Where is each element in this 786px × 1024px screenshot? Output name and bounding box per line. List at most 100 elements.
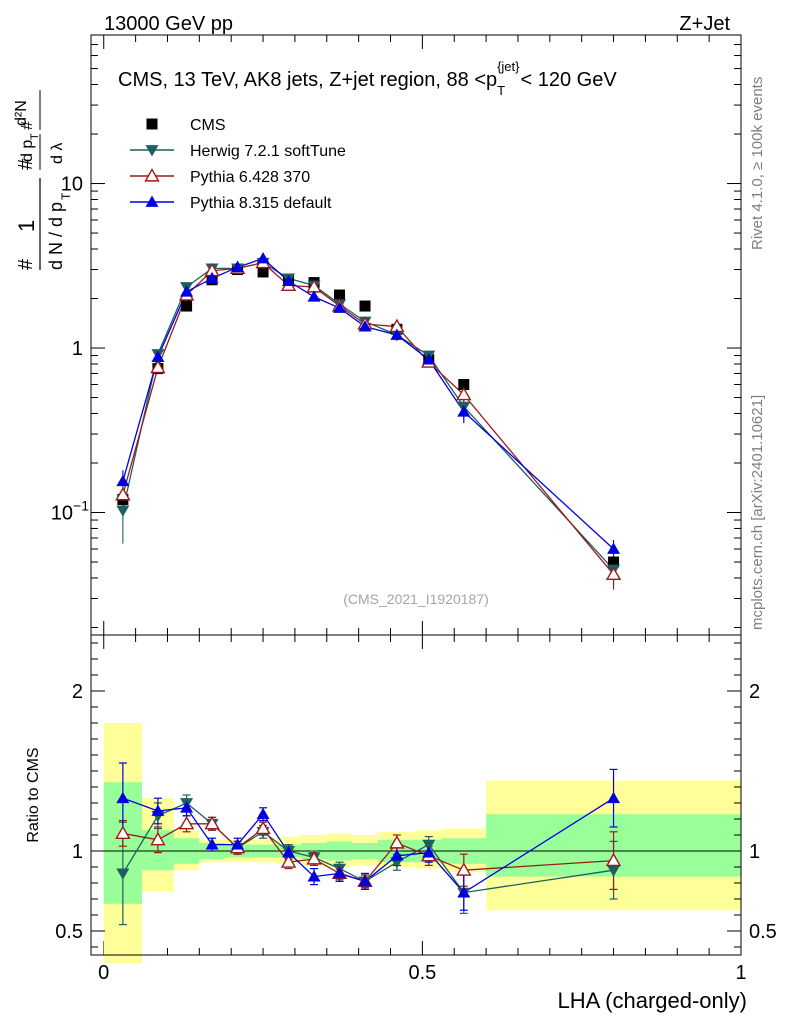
ratio-point-pythia-6-428-370 — [178, 815, 195, 830]
main-point-pythia-6-428-370 — [605, 566, 622, 581]
svg-text:d λ: d λ — [49, 143, 66, 164]
main-point-pythia-8-315-default — [282, 274, 296, 287]
svg-text:d²N: d²N — [13, 100, 30, 126]
legend-label-herwig-7-2-1-softtune: Herwig 7.2.1 softTune — [190, 143, 346, 160]
legend-marker-pythia-6-428-370 — [144, 168, 160, 182]
main-point-pythia-8-315-default — [180, 285, 194, 297]
main-point-pythia-8-315-default — [333, 301, 347, 313]
ratio-point-pythia-6-428-370 — [280, 854, 297, 868]
main-frame — [90, 34, 742, 636]
ratio-point-pythia-8-315-default — [231, 838, 245, 850]
main-ylabel: # 1 d N / d p T # d p T d λ # d²N — [13, 90, 73, 270]
main-point-cms — [458, 379, 470, 391]
svg-text:T: T — [59, 192, 73, 200]
ratio-point-herwig-7-2-1-softtune — [607, 865, 621, 877]
svg-text:1: 1 — [14, 220, 39, 232]
chart-title-tail: < 120 GeV — [521, 69, 618, 91]
legend: CMS Herwig 7.2.1 softTune Pythia 6.428 370… — [130, 117, 346, 212]
ratio-point-pythia-8-315-default — [333, 866, 347, 879]
main-point-cms — [181, 300, 193, 312]
ratio-point-pythia-8-315-default — [390, 849, 404, 861]
ratio-point-herwig-7-2-1-softtune — [116, 868, 130, 880]
ratio-point-pythia-6-428-370 — [306, 851, 322, 865]
svg-text:d N / d p: d N / d p — [46, 202, 66, 270]
main-y-tick-label: 10−1 — [51, 498, 89, 525]
legend-label-pythia-6-428-370: Pythia 6.428 370 — [190, 169, 310, 186]
ratio-point-pythia-6-428-370 — [150, 831, 166, 846]
ratio-point-pythia-8-315-default — [180, 801, 194, 813]
ratio-point-pythia-8-315-default — [358, 874, 372, 887]
main-point-cms — [334, 289, 346, 301]
main-point-pythia-8-315-default — [307, 290, 321, 302]
legend-marker-cms — [146, 118, 158, 130]
svg-text:d p: d p — [19, 140, 36, 162]
ratio-point-pythia-8-315-default — [307, 870, 321, 882]
main-y-tick-label: 1 — [72, 338, 83, 360]
ratio-point-pythia-8-315-default — [205, 838, 219, 850]
ratio-panel: 2 21 10.5 0.50 0.5 1 — [55, 642, 777, 984]
ratio-point-pythia-6-428-370 — [605, 852, 622, 867]
reference-label: (CMS_2021_I1920187) — [343, 591, 489, 607]
ratio-point-pythia-6-428-370 — [115, 825, 131, 839]
main-y-tick-label: 10 — [61, 174, 83, 196]
main-point-pythia-6-428-370 — [115, 486, 131, 501]
main-point-pythia-8-315-default — [457, 405, 471, 417]
main-point-pythia-8-315-default — [358, 320, 372, 332]
mcplots-label: mcplots.cern.ch [arXiv:2401.10621] — [749, 395, 766, 630]
main-point-pythia-6-428-370 — [456, 386, 472, 401]
main-point-cms — [359, 300, 371, 312]
main-point-pythia-8-315-default — [231, 260, 245, 273]
ratio-ylabel: Ratio to CMS — [25, 747, 42, 842]
main-panel: 10 1 10−1 — [51, 34, 742, 955]
svg-text:#: # — [15, 158, 37, 170]
svg-text:#: # — [19, 121, 36, 130]
main-point-pythia-8-315-default — [422, 353, 436, 365]
ratio-y-tick-label-right: 2 — [749, 681, 760, 703]
ratio-point-pythia-6-428-370 — [389, 835, 405, 849]
main-point-pythia-8-315-default — [390, 328, 404, 340]
main-point-pythia-8-315-default — [151, 350, 165, 363]
ratio-point-herwig-7-2-1-softtune — [422, 839, 436, 852]
x-tick-label: 1 — [735, 962, 746, 984]
main-point-pythia-8-315-default — [205, 271, 219, 284]
main-point-herwig-7-2-1-softtune — [116, 505, 130, 517]
ratio-line-herwig-7-2-1-softtune — [122, 802, 614, 894]
svg-text:#: # — [15, 258, 37, 270]
header-energy: 13000 GeV pp — [104, 13, 233, 35]
ratio-y-tick-label: 1 — [72, 841, 83, 863]
x-axis-label: LHA (charged-only) — [557, 988, 747, 1013]
legend-marker-pythia-8-315-default — [145, 195, 159, 207]
ratio-line-pythia-8-315-default — [122, 797, 614, 894]
main-point-cms — [608, 556, 620, 568]
chart-title-sup: {jet} — [497, 59, 520, 74]
ratio-point-pythia-8-315-default — [422, 846, 436, 858]
rivet-label: Rivet 4.1.0, ≥ 100k events — [749, 77, 766, 250]
chart-title-sub: T — [497, 83, 505, 98]
main-point-pythia-6-428-370 — [150, 359, 166, 374]
x-tick-label: 0 — [98, 962, 109, 984]
legend-label-pythia-8-315-default: Pythia 8.315 default — [190, 195, 332, 212]
legend-label-cms: CMS — [190, 117, 226, 134]
main-point-pythia-8-315-default — [256, 252, 270, 264]
main-point-pythia-8-315-default — [607, 542, 621, 554]
ratio-point-pythia-8-315-default — [607, 791, 621, 804]
ratio-point-pythia-8-315-default — [151, 804, 165, 816]
chart-title-main: CMS, 13 TeV, AK8 jets, Z+jet region, 88 … — [118, 69, 497, 91]
ratio-point-pythia-8-315-default — [116, 791, 130, 804]
ratio-frame — [90, 634, 742, 956]
ratio-y-tick-label: 2 — [72, 681, 83, 703]
header-process: Z+Jet — [679, 13, 730, 35]
main-point-pythia-8-315-default — [116, 474, 130, 487]
ratio-point-pythia-8-315-default — [282, 846, 296, 858]
ratio-y-tick-label-right: 0.5 — [749, 921, 777, 943]
ratio-y-tick-label: 0.5 — [55, 921, 83, 943]
svg-text:T: T — [29, 133, 41, 140]
chart-title: CMS, 13 TeV, AK8 jets, Z+jet region, 88 … — [118, 59, 617, 98]
ratio-y-tick-label-right: 1 — [749, 841, 760, 863]
ratio-point-pythia-8-315-default — [256, 807, 270, 820]
ratio-point-pythia-8-315-default — [457, 886, 471, 898]
x-tick-label: 0.5 — [408, 962, 436, 984]
ratio-point-pythia-6-428-370 — [456, 862, 472, 876]
ratio-point-pythia-6-428-370 — [204, 815, 220, 830]
